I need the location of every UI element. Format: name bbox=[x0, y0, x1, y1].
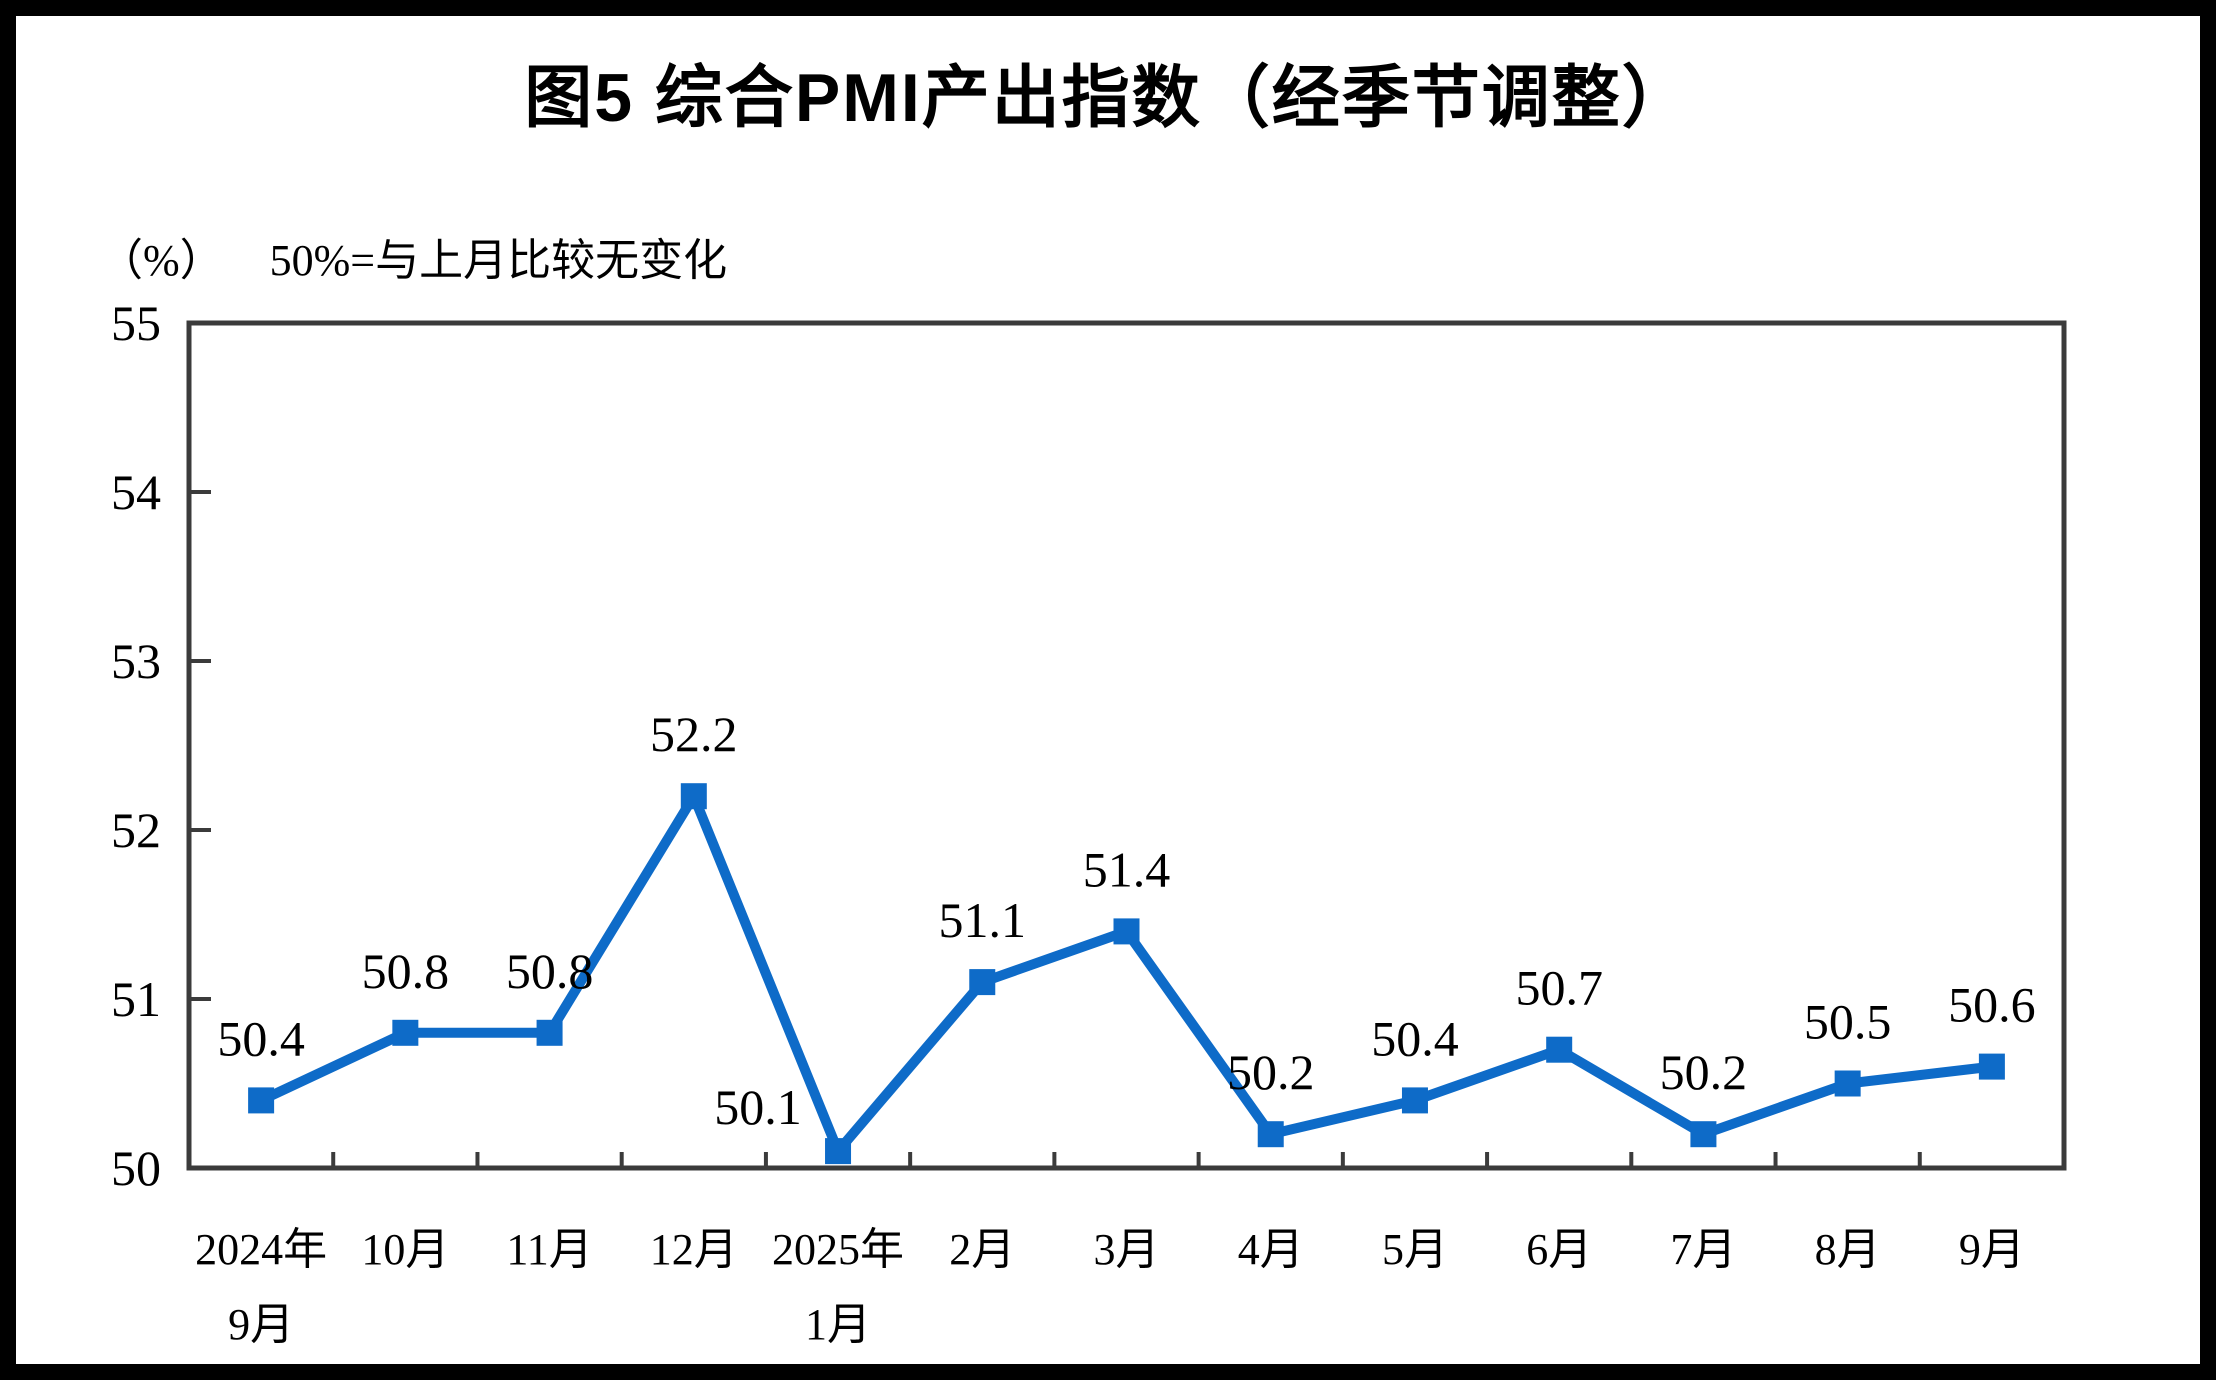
data-point-label: 50.4 bbox=[217, 1010, 305, 1066]
x-axis-category-label: 1月 bbox=[805, 1300, 871, 1349]
x-axis-category-label: 8月 bbox=[1815, 1225, 1881, 1274]
x-axis-category-label: 10月 bbox=[361, 1225, 449, 1274]
data-point-label: 52.2 bbox=[650, 706, 738, 762]
y-axis-tick-label: 55 bbox=[111, 295, 161, 351]
reference-note: 50%=与上月比较无变化 bbox=[269, 236, 728, 285]
data-point-label: 50.4 bbox=[1371, 1010, 1459, 1066]
data-point-marker bbox=[969, 969, 996, 996]
data-point-marker bbox=[1546, 1036, 1573, 1063]
x-axis-category-label: 12月 bbox=[650, 1225, 738, 1274]
chart-subtitle: （%） 50%=与上月比较无变化 bbox=[99, 224, 727, 288]
data-point-marker bbox=[536, 1019, 563, 1046]
x-axis-category-label: 2025年 bbox=[772, 1225, 904, 1274]
data-point-label: 50.8 bbox=[506, 943, 594, 999]
data-point-label: 51.4 bbox=[1083, 841, 1171, 897]
data-point-marker bbox=[392, 1019, 419, 1046]
y-axis-tick-label: 54 bbox=[111, 464, 161, 520]
y-axis-unit-label: （%） bbox=[99, 236, 224, 285]
data-point-marker bbox=[248, 1087, 275, 1114]
data-point-label: 50.2 bbox=[1660, 1044, 1748, 1100]
data-point-marker bbox=[1978, 1053, 2005, 1080]
x-axis-category-label: 9月 bbox=[1959, 1225, 2025, 1274]
data-point-marker bbox=[680, 783, 707, 810]
y-axis-tick-label: 50 bbox=[111, 1140, 161, 1196]
y-axis-tick-label: 53 bbox=[111, 633, 161, 689]
x-axis-category-label: 2024年 bbox=[195, 1225, 327, 1274]
x-axis-category-label: 11月 bbox=[506, 1225, 592, 1274]
data-point-marker bbox=[1690, 1121, 1717, 1148]
plot-area-border bbox=[186, 320, 2067, 1171]
x-axis-category-label: 5月 bbox=[1382, 1225, 1448, 1274]
data-point-label: 51.1 bbox=[939, 892, 1027, 948]
data-point-marker bbox=[1401, 1087, 1428, 1114]
chart-title: 图5 综合PMI产出指数（经季节调整） bbox=[524, 60, 1692, 136]
data-point-marker bbox=[1113, 918, 1140, 945]
data-point-label: 50.1 bbox=[714, 1079, 802, 1135]
x-axis-category-label: 4月 bbox=[1238, 1225, 1304, 1274]
data-point-label: 50.7 bbox=[1515, 960, 1603, 1016]
data-point-marker bbox=[825, 1138, 852, 1165]
data-point-label: 50.8 bbox=[362, 943, 450, 999]
x-axis-category-label: 9月 bbox=[228, 1300, 294, 1349]
y-axis-tick-label: 52 bbox=[111, 802, 161, 858]
data-point-marker bbox=[1257, 1121, 1284, 1148]
y-axis-tick-label: 51 bbox=[111, 971, 161, 1027]
data-point-label: 50.5 bbox=[1804, 994, 1892, 1050]
data-point-label: 50.2 bbox=[1227, 1044, 1315, 1100]
x-axis-category-label: 7月 bbox=[1670, 1225, 1736, 1274]
x-axis-category-label: 6月 bbox=[1526, 1225, 1592, 1274]
x-axis-category-label: 2月 bbox=[949, 1225, 1015, 1274]
data-point-label: 50.6 bbox=[1948, 977, 2036, 1033]
chart-svg: 50 51 52 53 54 55 2024年 9月 10月 11月 12月 2025年 1月 2月 3月 4… bbox=[111, 295, 2067, 1349]
x-axis-category-label: 3月 bbox=[1094, 1225, 1160, 1274]
data-point-marker bbox=[1834, 1070, 1861, 1097]
